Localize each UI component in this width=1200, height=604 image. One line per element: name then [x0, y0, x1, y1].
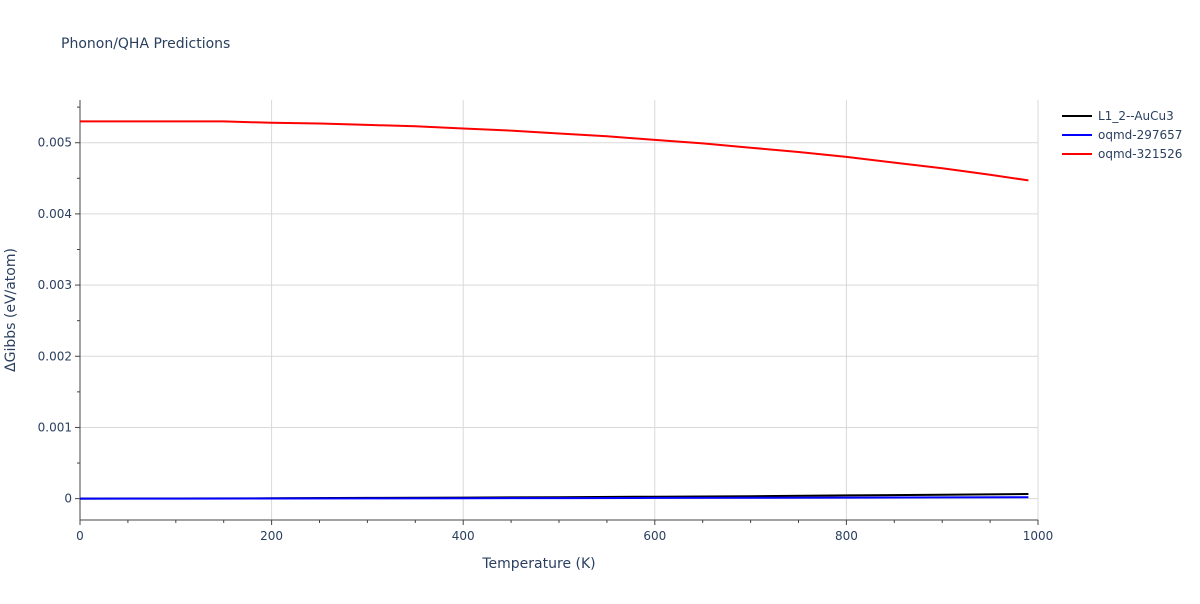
- legend-label: oqmd-321526: [1098, 146, 1183, 161]
- legend-item[interactable]: oqmd-297657: [1062, 125, 1182, 144]
- legend-label: L1_2--AuCu3: [1098, 108, 1174, 123]
- x-tick-label: 800: [835, 529, 858, 543]
- legend-swatch: [1062, 152, 1092, 155]
- y-tick-label: 0: [64, 492, 72, 506]
- legend-label: oqmd-297657: [1098, 127, 1183, 142]
- x-tick-label: 1000: [1023, 529, 1054, 543]
- legend-item[interactable]: oqmd-321526: [1062, 144, 1182, 163]
- legend-item[interactable]: L1_2--AuCu3: [1062, 106, 1182, 125]
- y-tick-label: 0.002: [38, 349, 72, 363]
- x-tick-label: 600: [643, 529, 666, 543]
- y-tick-label: 0.003: [38, 278, 72, 292]
- series-line-oqmd-321526: [80, 120, 1029, 182]
- series-line-oqmd-297657: [80, 496, 1029, 500]
- legend-swatch: [1062, 114, 1092, 117]
- x-tick-label: 400: [452, 529, 475, 543]
- x-tick-label: 200: [260, 529, 283, 543]
- x-axis-title: Temperature (K): [481, 556, 595, 572]
- chart-title: Phonon/QHA Predictions: [61, 36, 231, 52]
- legend-swatch: [1062, 133, 1092, 136]
- y-axis-title: ΔGibbs (eV/atom): [3, 248, 19, 372]
- y-tick-label: 0.005: [38, 136, 72, 150]
- legend[interactable]: L1_2--AuCu3 oqmd-297657 oqmd-321526: [1062, 106, 1182, 163]
- y-tick-label: 0.004: [38, 207, 72, 221]
- x-tick-label: 0: [76, 529, 84, 543]
- y-tick-label: 0.001: [38, 420, 72, 434]
